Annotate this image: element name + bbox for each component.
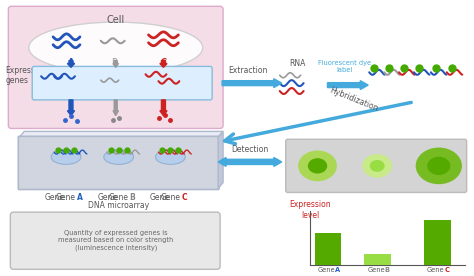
Ellipse shape bbox=[298, 150, 337, 181]
Text: Gene: Gene bbox=[318, 267, 335, 273]
Text: B: B bbox=[130, 193, 136, 203]
Text: C: C bbox=[444, 267, 449, 273]
Text: Fluorescent dye
label: Fluorescent dye label bbox=[318, 60, 371, 73]
Text: B: B bbox=[384, 267, 390, 273]
Text: Expressed
genes: Expressed genes bbox=[5, 66, 45, 85]
Text: C: C bbox=[160, 57, 166, 67]
Ellipse shape bbox=[416, 148, 462, 184]
FancyArrow shape bbox=[222, 79, 282, 87]
FancyArrow shape bbox=[67, 100, 74, 116]
Text: Gene: Gene bbox=[427, 267, 445, 273]
Polygon shape bbox=[218, 131, 223, 189]
Text: Detection: Detection bbox=[231, 145, 269, 154]
Text: Extraction: Extraction bbox=[228, 66, 268, 75]
Text: Cell: Cell bbox=[107, 15, 125, 25]
Text: Gene: Gene bbox=[98, 193, 118, 203]
Text: DNA microarray: DNA microarray bbox=[88, 201, 149, 210]
FancyArrow shape bbox=[113, 100, 118, 116]
Text: Hybridization: Hybridization bbox=[329, 86, 380, 114]
Text: Gene: Gene bbox=[56, 193, 76, 203]
Ellipse shape bbox=[29, 22, 203, 73]
Text: Gene: Gene bbox=[160, 193, 181, 203]
Bar bbox=[364, 254, 391, 265]
Ellipse shape bbox=[308, 158, 327, 174]
FancyArrow shape bbox=[67, 60, 74, 67]
Text: A: A bbox=[77, 193, 83, 203]
FancyBboxPatch shape bbox=[286, 139, 466, 192]
FancyBboxPatch shape bbox=[9, 6, 223, 128]
FancyArrow shape bbox=[218, 158, 278, 166]
Text: A: A bbox=[68, 57, 74, 67]
Text: Expression
level: Expression level bbox=[290, 200, 331, 220]
FancyArrow shape bbox=[160, 60, 167, 67]
FancyArrow shape bbox=[113, 60, 118, 67]
FancyBboxPatch shape bbox=[32, 67, 212, 100]
Text: Gene: Gene bbox=[149, 193, 169, 203]
FancyBboxPatch shape bbox=[18, 136, 219, 190]
Ellipse shape bbox=[427, 157, 450, 175]
Text: C: C bbox=[182, 193, 187, 203]
FancyArrow shape bbox=[160, 100, 167, 116]
Ellipse shape bbox=[51, 150, 81, 164]
Bar bbox=[315, 233, 341, 265]
Text: A: A bbox=[335, 267, 340, 273]
Polygon shape bbox=[19, 131, 223, 137]
Text: RNA: RNA bbox=[290, 59, 306, 68]
Text: Gene: Gene bbox=[109, 193, 129, 203]
Text: Gene: Gene bbox=[45, 193, 65, 203]
Ellipse shape bbox=[362, 154, 392, 178]
FancyArrow shape bbox=[328, 81, 368, 89]
FancyBboxPatch shape bbox=[10, 212, 220, 269]
Text: B: B bbox=[111, 57, 117, 67]
Text: Quantity of expressed genes is
measured based on color strength
(luminescence in: Quantity of expressed genes is measured … bbox=[58, 230, 173, 251]
Bar bbox=[424, 220, 451, 265]
Ellipse shape bbox=[104, 150, 134, 164]
Text: Gene: Gene bbox=[367, 267, 385, 273]
Ellipse shape bbox=[155, 150, 185, 164]
Ellipse shape bbox=[370, 160, 384, 172]
FancyArrow shape bbox=[222, 158, 282, 166]
